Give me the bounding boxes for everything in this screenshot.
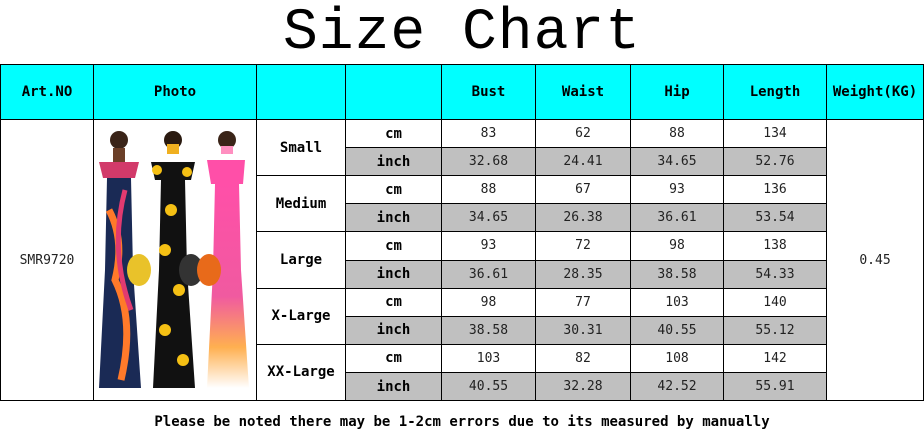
- header-size: [257, 65, 346, 120]
- hip-value: 93: [631, 176, 724, 204]
- header-hip: Hip: [631, 65, 724, 120]
- unit-label: inch: [346, 373, 442, 401]
- bust-value: 103: [442, 344, 536, 372]
- length-value: 54.33: [724, 260, 827, 288]
- waist-value: 26.38: [536, 204, 631, 232]
- unit-label: cm: [346, 176, 442, 204]
- unit-label: cm: [346, 120, 442, 148]
- size-chart-table: Art.NO Photo Bust Waist Hip Length Weigh…: [0, 64, 924, 442]
- header-row: Art.NO Photo Bust Waist Hip Length Weigh…: [1, 65, 924, 120]
- bust-value: 40.55: [442, 373, 536, 401]
- hip-value: 34.65: [631, 148, 724, 176]
- unit-label: cm: [346, 232, 442, 260]
- length-value: 52.76: [724, 148, 827, 176]
- waist-value: 82: [536, 344, 631, 372]
- waist-value: 24.41: [536, 148, 631, 176]
- length-value: 134: [724, 120, 827, 148]
- bust-value: 98: [442, 288, 536, 316]
- hip-value: 38.58: [631, 260, 724, 288]
- size-label: XX-Large: [257, 344, 346, 400]
- length-value: 138: [724, 232, 827, 260]
- bust-value: 83: [442, 120, 536, 148]
- hip-value: 103: [631, 288, 724, 316]
- size-label: Small: [257, 120, 346, 176]
- length-value: 55.12: [724, 316, 827, 344]
- header-bust: Bust: [442, 65, 536, 120]
- unit-label: inch: [346, 148, 442, 176]
- bust-value: 38.58: [442, 316, 536, 344]
- hip-value: 42.52: [631, 373, 724, 401]
- waist-value: 62: [536, 120, 631, 148]
- length-value: 53.54: [724, 204, 827, 232]
- hip-value: 88: [631, 120, 724, 148]
- waist-value: 72: [536, 232, 631, 260]
- bust-value: 93: [442, 232, 536, 260]
- header-photo: Photo: [94, 65, 257, 120]
- waist-value: 32.28: [536, 373, 631, 401]
- product-photo: [95, 120, 255, 396]
- length-value: 55.91: [724, 373, 827, 401]
- unit-label: cm: [346, 288, 442, 316]
- unit-label: cm: [346, 344, 442, 372]
- hip-value: 40.55: [631, 316, 724, 344]
- bust-value: 32.68: [442, 148, 536, 176]
- model-3: [197, 131, 249, 388]
- weight-cell: 0.45: [827, 120, 924, 401]
- length-value: 142: [724, 344, 827, 372]
- photo-cell: [94, 120, 257, 401]
- art-no-cell: SMR9720: [1, 120, 94, 401]
- unit-label: inch: [346, 316, 442, 344]
- unit-label: inch: [346, 260, 442, 288]
- model-2: [151, 131, 203, 388]
- unit-label: inch: [346, 204, 442, 232]
- header-waist: Waist: [536, 65, 631, 120]
- model-1: [99, 131, 151, 388]
- size-label: X-Large: [257, 288, 346, 344]
- size-label: Large: [257, 232, 346, 288]
- header-weight: Weight(KG): [827, 65, 924, 120]
- waist-value: 77: [536, 288, 631, 316]
- length-value: 140: [724, 288, 827, 316]
- waist-value: 30.31: [536, 316, 631, 344]
- page-title: Size Chart: [0, 0, 924, 64]
- hip-value: 108: [631, 344, 724, 372]
- bust-value: 88: [442, 176, 536, 204]
- waist-value: 28.35: [536, 260, 631, 288]
- hip-value: 36.61: [631, 204, 724, 232]
- header-length: Length: [724, 65, 827, 120]
- hip-value: 98: [631, 232, 724, 260]
- waist-value: 67: [536, 176, 631, 204]
- size-label: Medium: [257, 176, 346, 232]
- header-unit: [346, 65, 442, 120]
- footer-row: Please be noted there may be 1-2cm error…: [1, 401, 924, 442]
- footer-note: Please be noted there may be 1-2cm error…: [1, 401, 924, 442]
- length-value: 136: [724, 176, 827, 204]
- bust-value: 36.61: [442, 260, 536, 288]
- bust-value: 34.65: [442, 204, 536, 232]
- header-art-no: Art.NO: [1, 65, 94, 120]
